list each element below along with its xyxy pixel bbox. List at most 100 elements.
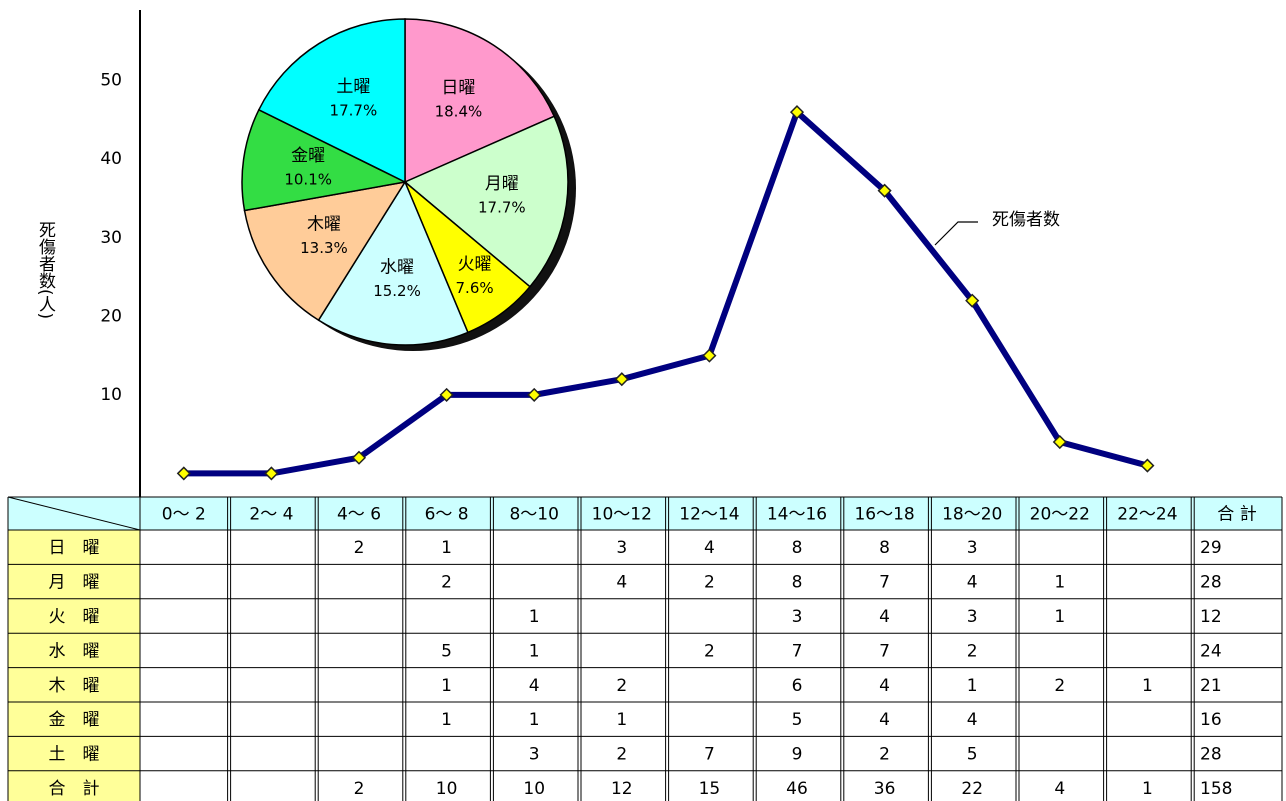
cell: 28 <box>1200 573 1222 593</box>
y-axis-label: 死傷者数(人) <box>35 221 56 319</box>
cell: 1 <box>967 676 978 696</box>
cell: 2 <box>616 676 627 696</box>
line-marker <box>351 450 367 465</box>
cell: 1 <box>529 641 540 661</box>
pie-label: 土曜 <box>336 77 370 97</box>
cell: 12 <box>1200 607 1222 627</box>
row-header: 日 曜 <box>49 538 100 558</box>
cell: 3 <box>529 745 540 765</box>
line-marker <box>789 105 805 120</box>
cell: 24 <box>1200 641 1222 661</box>
cell: 36 <box>874 779 896 799</box>
column-header: 10～12 <box>592 505 652 525</box>
pie-value-label: 13.3% <box>300 239 348 257</box>
pie-value-label: 18.4% <box>435 103 483 121</box>
cell: 8 <box>792 538 803 558</box>
column-header: 4～ 6 <box>337 505 381 525</box>
column-header: 16～18 <box>854 505 914 525</box>
line-marker <box>264 466 279 481</box>
column-header: 8～10 <box>509 505 558 525</box>
cell: 10 <box>436 779 458 799</box>
column-header: 0～ 2 <box>162 505 206 525</box>
y-tick-label: 30 <box>100 228 122 248</box>
cell: 2 <box>441 573 452 593</box>
pie-label: 金曜 <box>291 146 325 166</box>
cell: 4 <box>967 573 978 593</box>
cell: 10 <box>523 779 545 799</box>
cell: 4 <box>1054 779 1065 799</box>
column-header: 合 計 <box>1217 505 1256 525</box>
cell: 1 <box>529 710 540 730</box>
column-header: 22～24 <box>1117 505 1177 525</box>
pie-slice <box>241 108 408 212</box>
pie-value-label: 10.1% <box>284 171 332 189</box>
cell: 16 <box>1200 710 1222 730</box>
line-marker <box>439 387 454 402</box>
pie-value-label: 17.7% <box>478 198 526 216</box>
row-header: 火 曜 <box>49 607 100 627</box>
cell: 4 <box>879 676 890 696</box>
cell: 2 <box>704 573 715 593</box>
cell: 1 <box>1142 676 1153 696</box>
annotation-leader <box>934 221 978 246</box>
cell: 4 <box>529 676 540 696</box>
pie-slice <box>257 18 406 184</box>
cell: 4 <box>704 538 715 558</box>
cell: 1 <box>1054 573 1065 593</box>
cell: 4 <box>879 607 890 627</box>
line-marker <box>527 387 542 402</box>
column-header: 2～ 4 <box>249 505 293 525</box>
cell: 29 <box>1200 538 1222 558</box>
cell: 2 <box>1054 676 1065 696</box>
cell: 22 <box>961 779 983 799</box>
column-header: 12～14 <box>679 505 739 525</box>
pie-value-label: 7.6% <box>456 279 494 297</box>
cell: 5 <box>792 710 803 730</box>
pie-value-label: 17.7% <box>330 101 378 119</box>
cell: 2 <box>704 641 715 661</box>
row-header: 月 曜 <box>49 573 100 593</box>
line-marker <box>176 466 191 481</box>
cell: 8 <box>879 538 890 558</box>
column-header: 18～20 <box>942 505 1002 525</box>
cell: 28 <box>1200 745 1222 765</box>
line-marker <box>965 293 980 308</box>
header-bg <box>8 497 1282 530</box>
cell: 3 <box>792 607 803 627</box>
cell: 3 <box>616 538 627 558</box>
line-marker <box>702 348 717 363</box>
cell: 7 <box>792 641 803 661</box>
cell: 5 <box>441 641 452 661</box>
cell: 7 <box>879 573 890 593</box>
cell: 2 <box>354 779 365 799</box>
pie-slice <box>403 115 569 288</box>
cell: 1 <box>616 710 627 730</box>
cell: 2 <box>879 745 890 765</box>
cell: 8 <box>792 573 803 593</box>
row-header: 合 計 <box>49 779 100 799</box>
cell: 3 <box>967 538 978 558</box>
diagonal <box>7 496 141 531</box>
cell: 1 <box>1142 779 1153 799</box>
line-marker <box>877 183 892 198</box>
pie-label: 月曜 <box>485 174 519 194</box>
cell: 2 <box>616 745 627 765</box>
cell: 3 <box>967 607 978 627</box>
cell: 5 <box>967 745 978 765</box>
cell: 46 <box>786 779 808 799</box>
series-label: 死傷者数 <box>992 210 1060 230</box>
row-header: 木 曜 <box>49 676 100 696</box>
pie-slice <box>317 180 469 346</box>
cell: 6 <box>792 676 803 696</box>
line-marker <box>614 372 629 387</box>
pie-label: 火曜 <box>458 255 492 275</box>
y-tick-label: 50 <box>100 71 122 91</box>
pie-label: 水曜 <box>380 257 414 277</box>
cell: 1 <box>441 710 452 730</box>
cell: 4 <box>879 710 890 730</box>
pie-value-label: 15.2% <box>373 282 421 300</box>
line-marker <box>1052 434 1067 450</box>
y-tick-label: 20 <box>100 306 122 326</box>
cell: 21 <box>1200 676 1222 696</box>
